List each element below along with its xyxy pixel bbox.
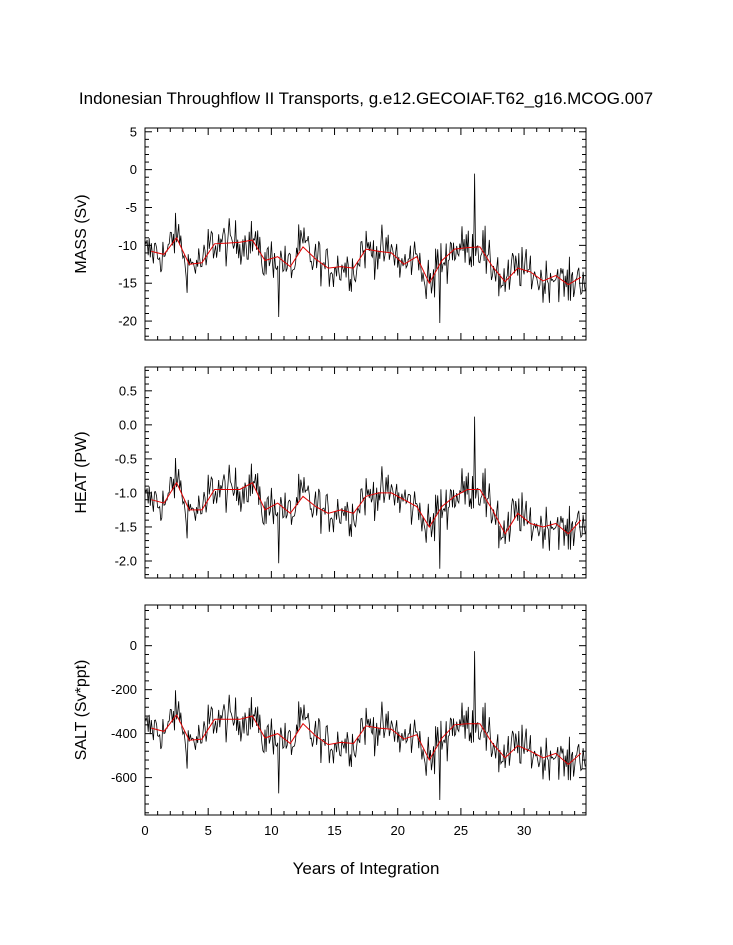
x-tick-label: 15 [327, 823, 341, 838]
mass-monthly-line [144, 173, 586, 324]
mass-annual-line [151, 236, 582, 286]
salt-y-tick-label: 0 [130, 638, 137, 653]
heat-y-tick-label: -2.0 [115, 553, 137, 568]
heat-y-tick-label: -1.0 [115, 485, 137, 500]
x-tick-label: 0 [141, 823, 148, 838]
x-tick-label: 5 [205, 823, 212, 838]
mass-y-tick-label: -15 [118, 276, 137, 291]
x-axis-label: Years of Integration [293, 859, 440, 878]
panels: 5 0 -5 -10 -15 -20 MASS (Sv) 0.5 0.0 -0.5 -1.0 -1.5… [73, 124, 587, 838]
mass-frame [144, 127, 587, 341]
chart-title: Indonesian Throughflow II Transports, g.… [79, 89, 653, 108]
heat-y-axis-label: HEAT (PW) [73, 431, 90, 513]
mass-y-tick-label: -20 [118, 314, 137, 329]
mass-panel: 5 0 -5 -10 -15 -20 MASS (Sv) [73, 124, 587, 341]
heat-y-tick-label: 0.5 [119, 383, 137, 398]
mass-y-tick-label: 0 [130, 162, 137, 177]
x-tick-label: 20 [390, 823, 404, 838]
x-tick-label: 10 [264, 823, 278, 838]
salt-y-tick-label: -600 [111, 770, 137, 785]
heat-y-tick-label: -0.5 [115, 451, 137, 466]
heat-frame [144, 366, 587, 579]
mass-y-axis-label: MASS (Sv) [73, 194, 90, 273]
salt-y-axis-label: SALT (Sv*ppt) [73, 660, 90, 761]
salt-frame [144, 604, 587, 816]
salt-y-tick-label: -200 [111, 682, 137, 697]
heat-y-tick-label: -1.5 [115, 519, 137, 534]
heat-y-tick-label: 0.0 [119, 417, 137, 432]
heat-annual-line [151, 481, 582, 535]
salt-monthly-line [144, 651, 586, 801]
mass-y-tick-label: -5 [125, 200, 137, 215]
salt-annual-line [151, 713, 582, 766]
x-tick-label: 25 [454, 823, 468, 838]
mass-y-tick-label: -10 [118, 238, 137, 253]
x-tick-label: 30 [517, 823, 531, 838]
salt-panel: 0 -200 -400 -600 SALT (Sv*ppt) [73, 604, 587, 816]
mass-y-tick-label: 5 [130, 124, 137, 139]
heat-panel: 0.5 0.0 -0.5 -1.0 -1.5 -2.0 HEAT (PW) [73, 366, 587, 579]
heat-monthly-line [144, 416, 586, 569]
salt-y-tick-label: -400 [111, 726, 137, 741]
